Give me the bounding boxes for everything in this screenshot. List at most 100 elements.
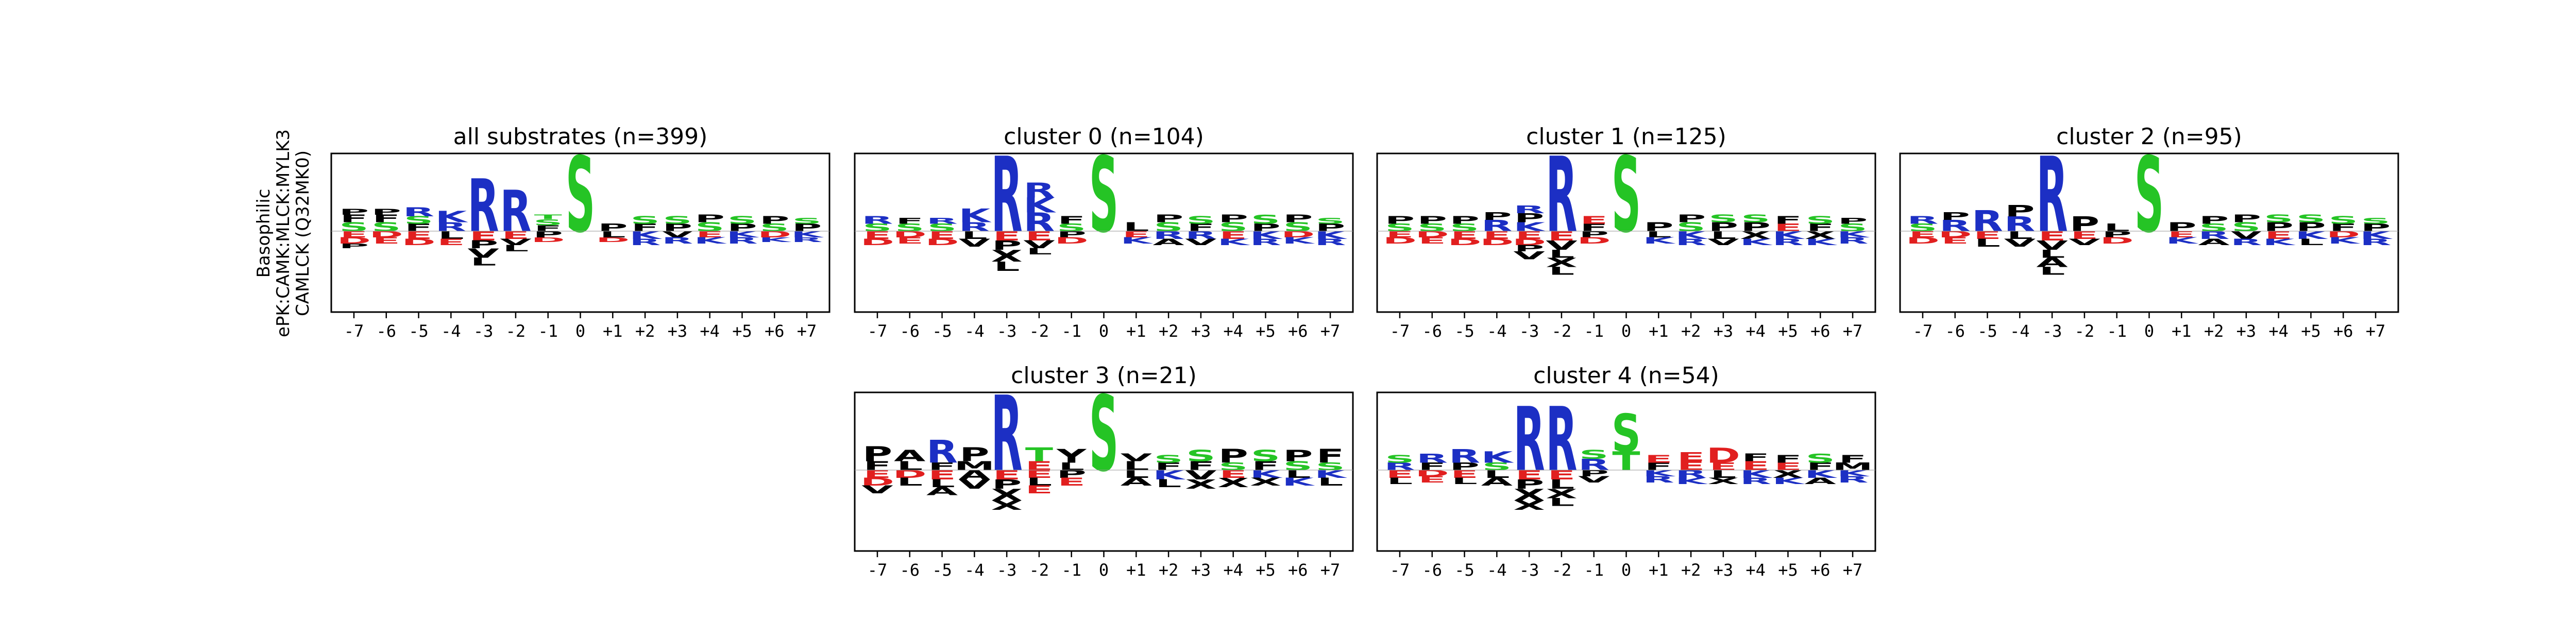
logo-panel-0-tick-label-1: -6 [376,321,396,341]
logo-panel-2-pos-2-up-0-S: S [1450,221,1479,234]
logo-panel-3-tick-label-8: +1 [2172,321,2192,341]
logo-panel-0-tick-label-8: +1 [603,321,623,341]
logo-panel-5-pos-7-up-1-S: S [1612,404,1641,464]
logo-panel-3-tick-label-3: -4 [2010,321,2030,341]
logo-panel-5-pos-13-up-1-S: S [1806,451,1835,466]
logo-panel-1-pos-1-down-0-D: D [893,230,927,240]
logo-panel-5-pos-6-down-0-P: P [1579,469,1609,479]
logo-panel-5-pos-11-up-0-E: E [1742,459,1770,473]
logo-panel-3-pos-1-down-0-D: D [1938,230,1972,240]
logo-panel-1-pos-11-up-1-P: P [1218,213,1248,225]
logo-panel-4-pos-5-down-1-L: L [1026,476,1053,489]
logo-panel-0-pos-0-up-2-P: P [339,207,369,217]
logo-panel-2-pos-6-down-0-P: P [1579,230,1609,240]
logo-panel-4-pos-12-up-1-S: S [1251,447,1280,465]
logo-panel-4-pos-13-up-0-S: S [1283,459,1313,473]
logo-panel-5-pos-5-down-1-L: L [1549,477,1575,492]
logo-panel-0-pos-1-up-2-P: P [371,207,401,217]
logo-panel-5-pos-1-down-1-E: E [1418,475,1446,485]
logo-panel-3-pos-11-up-0-P: P [2264,220,2294,234]
logo-panel-3-pos-4-down-3-A: A [2036,255,2068,270]
logo-panel-2-pos-5-down-4-L: L [1549,265,1575,278]
logo-panel-1-pos-12-up-1-S: S [1251,212,1280,227]
logo-panel-3-pos-11-up-1-S: S [2264,213,2293,225]
logo-panel-0-pos-1-up-0-S: S [371,220,401,234]
logo-panel-3-tick-label-2: -5 [1977,321,1997,341]
logo-panel-1-pos-6-down-0-P: P [1057,230,1087,240]
logo-panel-2-pos-13-down-1-K: K [1804,237,1838,248]
logo-panel-5-pos-0-down-1-L: L [1387,476,1413,487]
logo-panel-4-pos-1-up-1-A: A [894,447,926,465]
logo-panel-2-tick-label-3: -4 [1487,321,1507,341]
logo-panel-5-pos-10-up-1-D: D [1706,443,1740,468]
logo-panel-1-tick-label-4: -3 [997,321,1017,341]
logo-panel-5-pos-4-down-3-X: X [1514,497,1545,512]
logo-panel-0-pos-11-down-0-E: E [696,230,724,240]
logo-panel-2-tick-label-13: +6 [1810,321,1831,341]
logo-panel-4-pos-13-up-1-P: P [1283,447,1313,465]
logo-panel-3-pos-9-up-1-P: P [2199,214,2229,227]
logo-panel-4-pos-1-down-1-L: L [896,476,923,489]
logo-panel-1-pos-5-down-2-L: L [1026,247,1053,257]
logo-panel-3-pos-0-up-1-R: R [1907,214,1938,227]
logo-panel-2-pos-14-up-1-P: P [1838,216,1868,226]
logo-panel-0-pos-6-down-1-D: D [531,236,565,244]
logo-panel-4-tick-label-3: -4 [964,560,985,580]
logo-panel-0-tick-label-11: +4 [700,321,720,341]
logo-panel-5-pos-3-up-1-K: K [1481,449,1515,467]
logo-panel-4-tick-label-0: -7 [868,560,888,580]
logo-panel-4-tick-label-9: +2 [1159,560,1179,580]
logo-panel-4-tick-label-8: +1 [1126,560,1146,580]
logo-panel-2-pos-2-down-1-D: D [1448,237,1482,248]
logo-panel-5-pos-1-up-1-R: R [1416,451,1448,466]
logo-panel-2-title: cluster 1 (n=125) [1526,124,1726,150]
logo-panel-1-tick-label-5: -2 [1029,321,1049,341]
logo-panel-5-pos-9-up-1-E: E [1677,450,1705,464]
logo-panel-3-pos-7-up-0-S: S [2134,135,2164,256]
logo-panel-3-pos-0-down-1-D: D [1906,236,1940,246]
logo-panel-4-tick-label-11: +4 [1223,560,1243,580]
logo-panel-4-pos-11-down-1-X: X [1217,475,1249,490]
logo-panel-1-pos-9-up-1-P: P [1154,213,1183,225]
logo-panel-5-tick-label-14: +7 [1843,560,1863,580]
logo-panel-5-pos-14-down-1-R: R [1837,475,1868,485]
logo-panel-3-pos-5-up-0-P: P [2070,212,2099,236]
logo-panel-5-pos-6-up-1-S: S [1579,447,1608,462]
logo-panel-2-pos-1-up-1-P: P [1417,214,1447,227]
logo-panel-3-pos-11-down-1-K: K [2263,237,2296,248]
logo-panel-3-tick-label-10: +3 [2236,321,2257,341]
logo-panel-1-tick-label-2: -5 [932,321,952,341]
logo-panel-1-pos-10-up-0-F: F [1187,221,1215,234]
logo-panel-0-pos-1-down-0-D: D [369,230,403,240]
logo-panel-5-pos-12-up-0-E: E [1774,460,1802,473]
logo-panel-2-tick-label-2: -5 [1454,321,1475,341]
row-label: Basophilic ePK:CAMK:MLCK:MYLK3 CAMLCK (Q… [253,129,313,337]
logo-panel-1-tick-label-13: +6 [1288,321,1308,341]
logo-panel-0-pos-2-up-0-F: F [404,221,432,234]
logo-panel-5-title: cluster 4 (n=54) [1533,363,1719,389]
logo-panel-5-pos-5-down-2-X: X [1546,486,1577,501]
logo-panel-2-pos-14-down-0-K: K [1837,230,1870,240]
logo-panel-0-pos-2-up-1-S: S [404,214,433,227]
logo-panel-1-pos-2-up-0-S: S [927,221,957,234]
logo-panel-1-pos-7-up-0-S: S [1089,135,1118,256]
logo-panel-1-pos-1-up-1-F: F [896,216,924,226]
logo-panel-2-pos-11-up-1-S: S [1741,213,1770,225]
logo-panel-0-pos-10-down-0-V: V [662,230,693,240]
logo-panel-3-tick-label-13: +6 [2333,321,2353,341]
logo-panel-5-tick-label-0: -7 [1390,560,1410,580]
logo-panel-2-pos-7-up-0-S: S [1612,135,1641,256]
logo-panel-0-pos-14-down-1-R: R [791,236,822,244]
logo-panel-0-pos-12-up-0-P: P [727,221,757,234]
logo-panel-4-tick-label-14: +7 [1320,560,1341,580]
logo-panel-2-pos-8-up-0-P: P [1643,220,1673,234]
logo-panel-2-pos-5-down-3-X: X [1546,255,1577,270]
logo-panel-1-pos-3-up-0-R: R [959,220,990,234]
logo-panel-2-pos-0-up-1-P: P [1385,214,1415,227]
logo-panel-2-pos-0-down-1-D: D [1383,236,1417,246]
logo-panel-5-pos-14-up-1-F: F [1839,453,1867,466]
logo-panel-2-pos-8-down-0-L: L [1646,230,1672,240]
logo-panel-2-pos-0-down-0-E: E [1386,230,1414,240]
logo-panel-3-pos-9-down-1-A: A [2198,237,2230,248]
logo-panel-5-pos-8-up-0-F: F [1645,460,1672,473]
